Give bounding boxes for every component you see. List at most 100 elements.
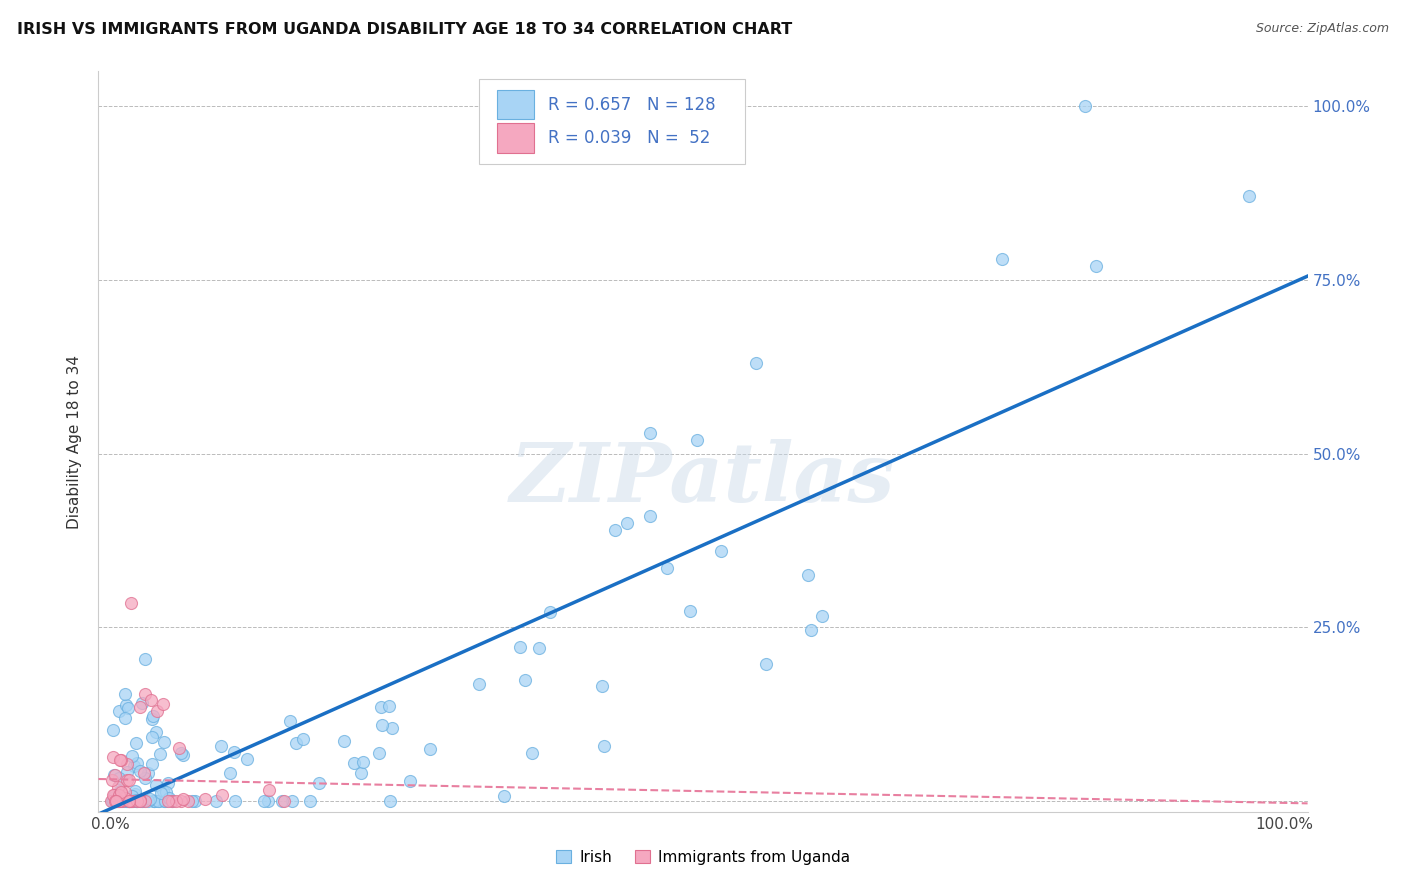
Point: [253, 794, 276, 808]
Point: [292, 732, 315, 747]
Point: [129, 793, 152, 807]
Point: [120, 794, 142, 808]
Point: [110, 794, 132, 808]
Point: [121, 794, 143, 808]
Point: [107, 794, 129, 808]
Point: [114, 698, 136, 712]
Point: [380, 794, 402, 808]
Point: [103, 789, 125, 804]
Point: [342, 756, 364, 770]
Bar: [479, 78, 745, 164]
Point: [153, 794, 176, 808]
Point: [118, 794, 141, 808]
Point: [114, 785, 136, 799]
Point: [308, 776, 330, 790]
Point: [603, 523, 626, 537]
Point: [101, 794, 124, 808]
Point: [107, 780, 129, 794]
Point: [120, 794, 142, 808]
Point: [515, 673, 537, 687]
Point: [103, 768, 125, 782]
Point: [165, 794, 187, 808]
Point: [114, 711, 136, 725]
Point: [120, 596, 142, 610]
Point: [271, 794, 294, 808]
Point: [115, 757, 138, 772]
Point: [224, 794, 246, 808]
Point: [104, 768, 127, 782]
Point: [128, 700, 150, 714]
Point: [152, 783, 174, 797]
Point: [117, 700, 139, 714]
Point: [638, 425, 661, 440]
Point: [273, 794, 295, 808]
Point: [142, 709, 165, 723]
Point: [103, 789, 125, 803]
Point: [236, 752, 259, 766]
Point: [124, 784, 146, 798]
Point: [378, 699, 401, 714]
Point: [177, 794, 200, 808]
Point: [121, 794, 143, 808]
Point: [124, 788, 146, 802]
Point: [333, 734, 356, 748]
Point: [136, 765, 159, 780]
Point: [110, 787, 132, 801]
Point: [679, 603, 702, 617]
Text: Source: ZipAtlas.com: Source: ZipAtlas.com: [1256, 22, 1389, 36]
Text: IRISH VS IMMIGRANTS FROM UGANDA DISABILITY AGE 18 TO 34 CORRELATION CHART: IRISH VS IMMIGRANTS FROM UGANDA DISABILI…: [17, 22, 792, 37]
Point: [152, 697, 174, 711]
Point: [121, 748, 143, 763]
Point: [108, 784, 131, 798]
Point: [131, 794, 153, 808]
Point: [285, 736, 308, 750]
Point: [141, 693, 163, 707]
Point: [141, 712, 163, 726]
Bar: [498, 123, 534, 153]
Point: [107, 794, 129, 808]
Point: [638, 509, 661, 524]
Point: [170, 794, 193, 808]
Point: [160, 794, 183, 808]
Point: [527, 641, 550, 656]
Point: [657, 561, 679, 575]
Point: [222, 746, 245, 760]
Point: [509, 640, 531, 654]
Point: [105, 794, 128, 808]
Point: [141, 756, 163, 771]
Point: [115, 773, 138, 788]
Point: [278, 714, 301, 729]
Point: [520, 746, 543, 760]
Point: [259, 782, 281, 797]
Point: [134, 652, 156, 666]
Point: [122, 759, 145, 773]
Point: [117, 794, 139, 808]
Point: [616, 516, 638, 531]
Point: [132, 766, 155, 780]
Point: [399, 773, 422, 788]
Point: [181, 794, 204, 808]
Point: [991, 252, 1014, 266]
Point: [111, 794, 134, 808]
Point: [108, 704, 131, 718]
Point: [800, 624, 823, 638]
Point: [103, 794, 125, 808]
Point: [162, 794, 184, 808]
Point: [150, 786, 173, 800]
Point: [298, 794, 321, 808]
Point: [134, 794, 156, 808]
Point: [157, 791, 180, 805]
Point: [125, 794, 148, 808]
Point: [352, 755, 374, 769]
Point: [170, 746, 193, 760]
Text: ZIPatlas: ZIPatlas: [510, 439, 896, 518]
Point: [114, 687, 136, 701]
Point: [107, 794, 129, 808]
Point: [110, 794, 132, 808]
Point: [105, 794, 128, 808]
Point: [281, 794, 304, 808]
Point: [117, 790, 139, 805]
Point: [101, 723, 124, 737]
Point: [100, 772, 122, 787]
Point: [367, 746, 389, 760]
